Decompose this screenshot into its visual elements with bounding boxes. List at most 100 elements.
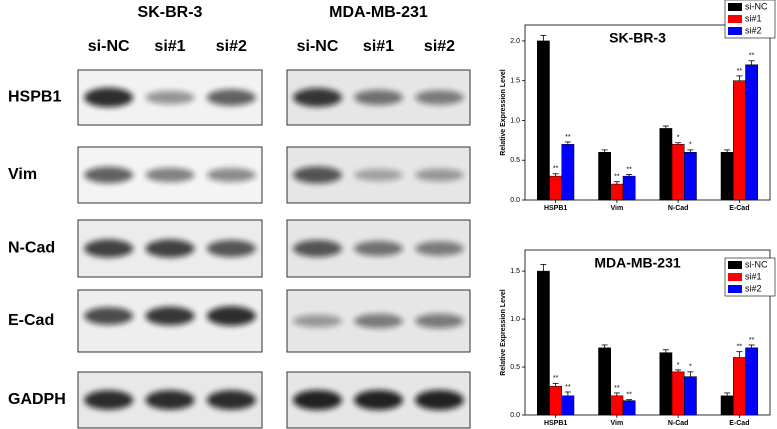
legend-label: si#1 [745, 13, 762, 23]
significance: * [677, 362, 680, 369]
blot-band [206, 89, 256, 106]
bar [745, 347, 758, 416]
blot-band [293, 240, 342, 257]
bar [561, 395, 575, 416]
blot-band [206, 240, 256, 257]
legend-swatch [728, 285, 742, 293]
y-tick-label: 0.5 [510, 364, 520, 371]
bar [537, 40, 550, 201]
legend-swatch [728, 15, 742, 23]
bar [659, 352, 673, 416]
y-tick-label: 0.0 [510, 412, 520, 419]
significance: ** [737, 68, 743, 75]
significance: * [689, 142, 692, 149]
significance: ** [749, 53, 755, 60]
bar [549, 385, 562, 416]
chart-title: MDA-MB-231 [594, 255, 681, 271]
blot-band [415, 390, 464, 410]
bar [549, 175, 562, 201]
blot-band [145, 90, 195, 105]
significance: * [689, 364, 692, 371]
blot-band [354, 313, 403, 329]
row-label: Vim [8, 166, 37, 183]
blot-band [145, 239, 195, 258]
blot-band [293, 314, 342, 328]
y-tick-label: 0.5 [510, 157, 520, 164]
x-tick-label: HSPB1 [544, 420, 567, 427]
bar [720, 152, 734, 201]
blot-band [415, 241, 464, 256]
significance: ** [553, 375, 559, 382]
significance: ** [614, 174, 620, 181]
bar [598, 347, 611, 416]
bar [671, 144, 685, 201]
significance: ** [737, 344, 743, 351]
blot-band [145, 167, 195, 183]
blot-band [84, 166, 134, 184]
lane-label: si#2 [216, 38, 247, 55]
bar [598, 152, 611, 201]
significance: ** [614, 385, 620, 392]
row-label: GADPH [8, 391, 66, 408]
x-tick-label: Vim [611, 420, 624, 427]
blot-band [354, 390, 403, 410]
lane-label: si-NC [88, 38, 130, 55]
y-tick-label: 1.5 [510, 78, 520, 85]
bar [671, 371, 685, 416]
row-label: N-Cad [8, 240, 55, 257]
significance: ** [565, 384, 571, 391]
significance: ** [626, 391, 632, 398]
plot-frame [524, 24, 771, 201]
x-tick-label: HSPB1 [544, 205, 567, 212]
blot-band [206, 168, 256, 182]
blot-band [415, 313, 464, 329]
blot-band [206, 306, 256, 326]
significance: ** [565, 134, 571, 141]
bar [610, 183, 624, 201]
bar [659, 128, 673, 201]
bar [733, 357, 746, 416]
significance: * [677, 135, 680, 142]
bar [720, 395, 734, 416]
blot-band [145, 306, 195, 326]
y-tick-label: 2.0 [510, 38, 520, 45]
y-tick-label: 1.0 [510, 316, 520, 323]
bar [684, 376, 697, 416]
significance: ** [553, 166, 559, 173]
legend-swatch [728, 27, 742, 35]
chart-title: SK-BR-3 [609, 30, 666, 46]
blot-band [415, 90, 464, 105]
bar [622, 400, 636, 416]
bar [684, 152, 697, 201]
legend-label: si-NC [745, 1, 768, 11]
blot-band [293, 88, 342, 107]
legend-label: si-NC [745, 259, 768, 269]
legend-label: si#2 [745, 283, 762, 293]
panel-title: SK-BR-3 [138, 4, 203, 21]
row-label: HSPB1 [8, 89, 61, 106]
blot-band [354, 240, 403, 257]
blot-band [84, 239, 134, 258]
bar [733, 80, 746, 201]
x-tick-label: Vim [611, 205, 624, 212]
legend-swatch [728, 3, 742, 11]
blot-band [415, 168, 464, 182]
lane-label: si#2 [424, 38, 455, 55]
legend-swatch [728, 261, 742, 269]
bar [610, 395, 624, 416]
blot-band [84, 87, 134, 108]
bar [561, 144, 575, 201]
lane-label: si#1 [154, 38, 185, 55]
lane-label: si-NC [297, 38, 339, 55]
bar [745, 64, 758, 201]
x-tick-label: E-Cad [729, 420, 749, 427]
y-axis-label: Relative Expression Level [500, 69, 507, 155]
y-tick-label: 0.0 [510, 197, 520, 204]
x-tick-label: E-Cad [729, 205, 749, 212]
blot-band [293, 166, 342, 184]
panel-title: MDA-MB-231 [329, 4, 428, 21]
blot-band [84, 307, 134, 325]
x-tick-label: N-Cad [668, 205, 689, 212]
lane-label: si#1 [363, 38, 394, 55]
